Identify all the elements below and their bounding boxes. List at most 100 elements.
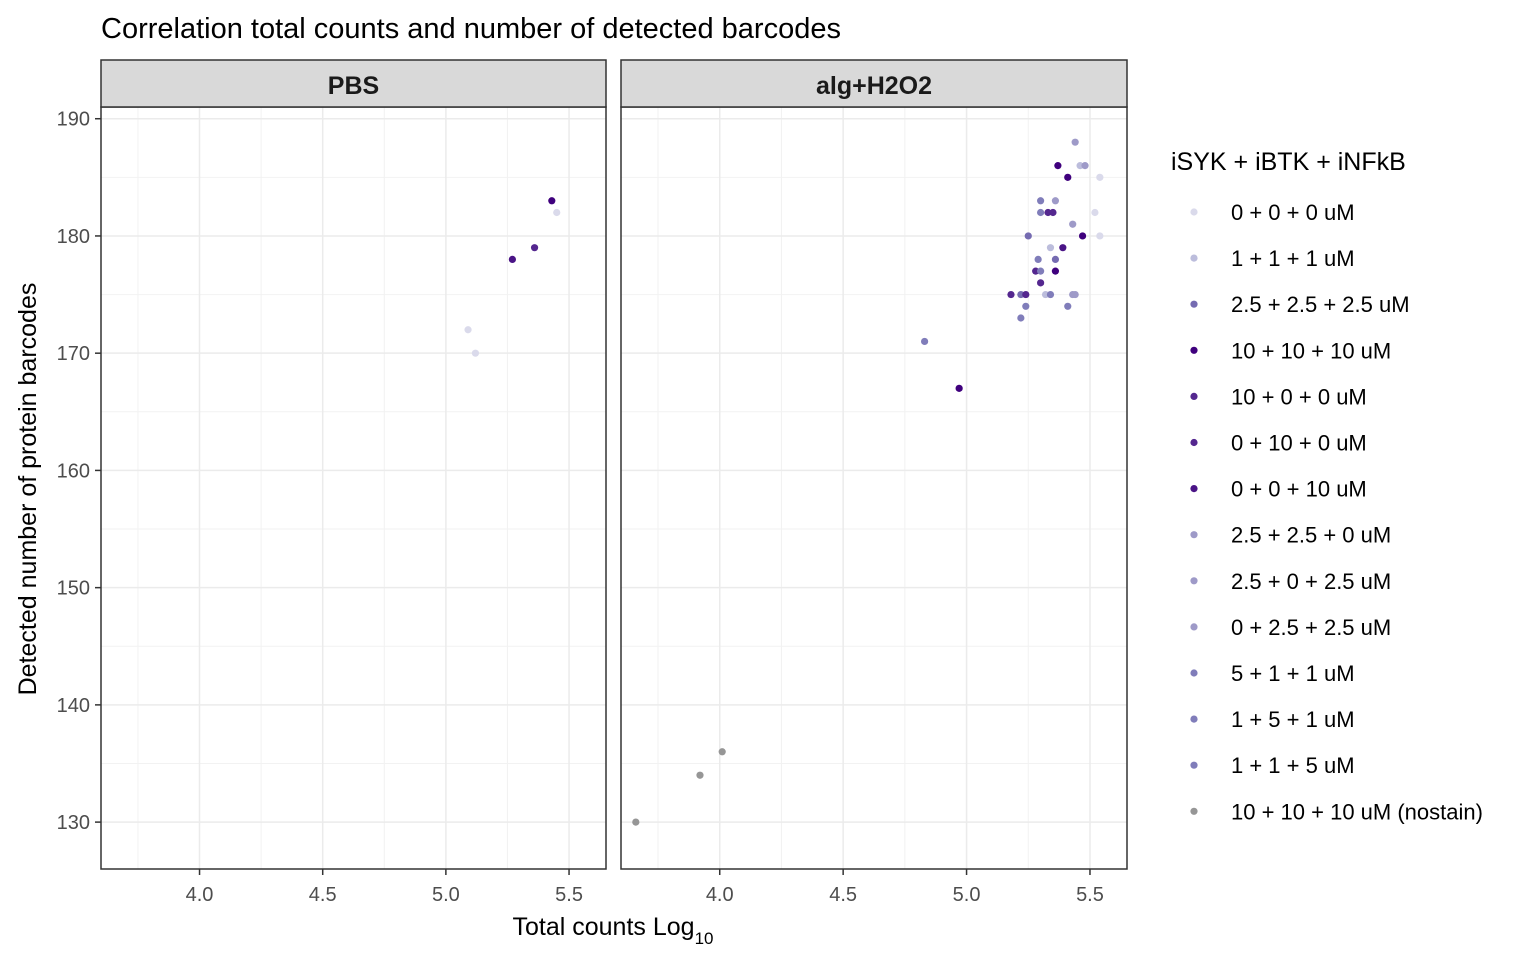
legend-label: 2.5 + 2.5 + 2.5 uM (1231, 292, 1410, 317)
legend: iSYK + iBTK + iNFkB 0 + 0 + 0 uM 1 + 1 + … (1171, 148, 1483, 824)
x-tick-label: 5.0 (432, 884, 460, 906)
data-point (921, 337, 929, 346)
legend-swatch (1190, 669, 1198, 677)
y-tick-label: 140 (57, 695, 90, 717)
legend-item: 5 + 1 + 1 uM (1190, 661, 1355, 686)
legend-swatch (1190, 485, 1198, 493)
data-point (1059, 244, 1067, 252)
legend-label: 0 + 10 + 0 uM (1231, 431, 1367, 456)
y-tick-label: 160 (57, 460, 90, 482)
x-axis-label: Total counts Log10 (513, 913, 714, 948)
facet-strip (100, 59, 607, 108)
y-tick-label: 180 (57, 226, 90, 248)
legend-swatch (1190, 254, 1198, 262)
data-point (1064, 302, 1072, 310)
facet-panels: PBS 4.0 4.5 5.0 5.5 alg+H2O2 4.0 4.5 5.0 5.5 (100, 59, 1128, 906)
x-tick-label: 4.5 (829, 884, 857, 906)
x-tick-label: 5.5 (1076, 884, 1104, 906)
legend-item: 1 + 5 + 1 uM (1190, 707, 1355, 732)
legend-item: 1 + 1 + 1 uM (1190, 246, 1355, 271)
data-point (1046, 290, 1055, 299)
data-point (1096, 232, 1104, 240)
data-point (955, 384, 963, 392)
facet-panel-1: alg+H2O2 4.0 4.5 5.0 5.5 (620, 59, 1128, 906)
data-point (530, 244, 539, 252)
data-point (1071, 138, 1079, 146)
data-point (1064, 173, 1072, 181)
data-point (1096, 173, 1104, 181)
legend-swatch (1190, 623, 1198, 631)
data-point (1078, 232, 1087, 240)
grid (101, 107, 606, 869)
legend-item: 10 + 10 + 10 uM (nostain) (1190, 799, 1483, 824)
data-point (1041, 290, 1050, 299)
data-points (632, 138, 1104, 826)
legend-item: 2.5 + 0 + 2.5 uM (1190, 569, 1391, 594)
data-point (1054, 162, 1062, 170)
legend-label: 10 + 10 + 10 uM (1231, 338, 1391, 363)
legend-item: 0 + 0 + 0 uM (1190, 200, 1355, 225)
x-tick-label: 4.5 (309, 884, 337, 906)
data-point (632, 818, 640, 826)
data-point (1032, 267, 1040, 275)
plot-area (101, 107, 606, 869)
data-point (1044, 208, 1052, 217)
data-point (1037, 279, 1045, 287)
x-axis: 4.0 4.5 5.0 5.5 (706, 869, 1104, 906)
legend-title: iSYK + iBTK + iNFkB (1171, 148, 1406, 176)
data-point (1081, 162, 1089, 170)
legend-swatch (1190, 300, 1198, 308)
y-tick-label: 190 (57, 109, 90, 131)
legend-swatch (1190, 715, 1198, 723)
data-point (471, 349, 480, 357)
legend-item: 10 + 0 + 0 uM (1190, 384, 1367, 409)
chart-title: Correlation total counts and number of d… (101, 13, 841, 45)
data-point (553, 208, 561, 217)
x-tick-label: 5.0 (953, 884, 981, 906)
legend-swatch (1190, 807, 1198, 815)
legend-item: 0 + 0 + 10 uM (1190, 477, 1367, 502)
legend-label: 1 + 1 + 5 uM (1231, 753, 1355, 778)
y-axis-label: Detected number of protein barcodes (14, 283, 42, 696)
legend-label: 2.5 + 0 + 2.5 uM (1231, 569, 1391, 594)
facet-strip (620, 59, 1128, 108)
data-point (1037, 208, 1045, 217)
data-points (464, 197, 561, 357)
data-point (1051, 267, 1060, 275)
legend-label: 0 + 2.5 + 2.5 uM (1231, 615, 1391, 640)
legend-label: 0 + 0 + 10 uM (1231, 477, 1367, 502)
legend-label: 10 + 10 + 10 uM (nostain) (1231, 799, 1483, 824)
legend-swatch (1190, 438, 1198, 447)
data-point (1049, 208, 1057, 217)
y-tick-label: 150 (57, 578, 90, 600)
data-point (1051, 197, 1060, 205)
legend-item: 10 + 10 + 10 uM (1190, 338, 1391, 363)
data-point (1022, 290, 1030, 299)
data-point (1076, 162, 1084, 170)
legend-swatch (1190, 208, 1198, 216)
y-tick-label: 130 (57, 812, 90, 834)
data-point (1017, 290, 1025, 299)
legend-item: 0 + 10 + 0 uM (1190, 431, 1367, 456)
data-point (1017, 314, 1025, 322)
legend-item: 2.5 + 2.5 + 0 uM (1190, 523, 1391, 548)
data-point (1037, 197, 1045, 205)
data-point (1071, 290, 1079, 299)
facet-panel-0: PBS 4.0 4.5 5.0 5.5 (100, 59, 607, 906)
legend-swatch (1190, 577, 1198, 585)
legend-label: 1 + 1 + 1 uM (1231, 246, 1355, 271)
legend-label: 2.5 + 2.5 + 0 uM (1231, 523, 1391, 548)
plot-area (621, 107, 1127, 869)
legend-swatch (1190, 346, 1198, 354)
legend-item: 0 + 2.5 + 2.5 uM (1190, 615, 1391, 640)
x-tick-label: 4.0 (706, 884, 734, 906)
data-point (548, 197, 556, 205)
data-point (1037, 267, 1045, 275)
data-point (1091, 208, 1099, 217)
data-point (1034, 255, 1042, 263)
data-point (1024, 232, 1032, 240)
y-axis: 130 140 150 160 170 180 190 (57, 109, 101, 834)
legend-swatch (1190, 761, 1198, 769)
data-point (1022, 302, 1030, 310)
